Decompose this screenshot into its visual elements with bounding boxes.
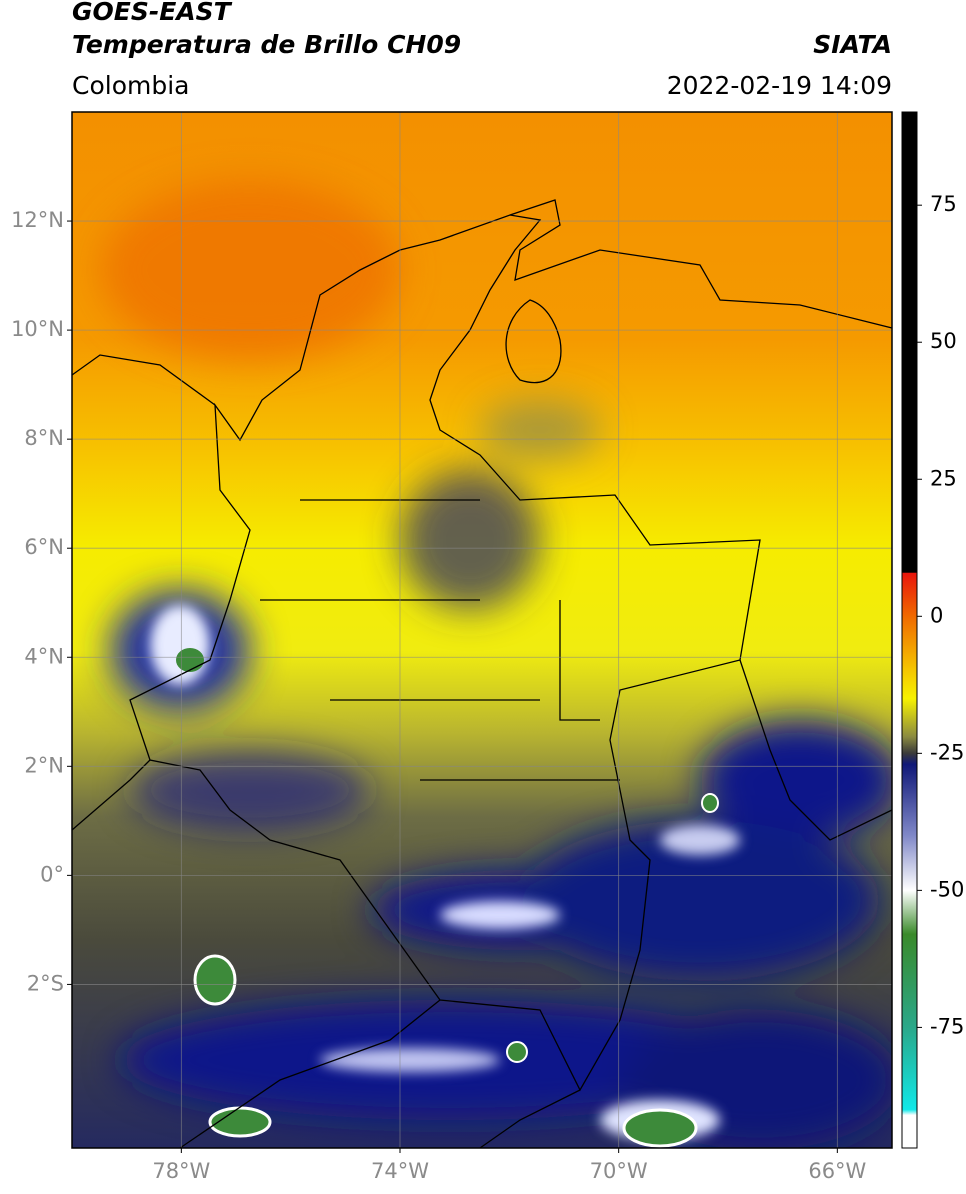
map-frame (71, 111, 893, 1149)
y-tick-label: 8°N (24, 426, 64, 450)
source: SIATA (813, 30, 892, 59)
colorbar-tick-label: 75 (930, 192, 957, 216)
region: Colombia (72, 71, 189, 100)
colorbar-tick-label: -50 (930, 877, 964, 901)
title: GOES-EAST (72, 0, 233, 26)
colorbar-tick-label: 25 (930, 466, 957, 490)
y-tick-label: 6°N (24, 535, 64, 559)
x-tick-label: 70°W (590, 1159, 648, 1183)
satellite-image (72, 112, 892, 1148)
y-tick-label: 2°S (27, 971, 64, 995)
colorbar-tick-label: 0 (930, 603, 943, 627)
y-tick-label: 0° (40, 862, 64, 886)
x-tick-label: 78°W (152, 1159, 210, 1183)
x-tick-label: 74°W (371, 1159, 429, 1183)
y-tick-label: 10°N (11, 317, 64, 341)
date: 2022-02-19 14:09 (667, 71, 892, 100)
subtitle: Temperatura de Brillo CH09 (72, 30, 461, 59)
colorbar-tick-label: -25 (930, 740, 964, 764)
y-tick-label: 2°N (24, 753, 64, 777)
colorbar-tick-label: -75 (930, 1014, 964, 1038)
colorbar-tick-label: 50 (930, 329, 957, 353)
y-tick-label: 12°N (11, 208, 64, 232)
borders (72, 199, 892, 1148)
colorbar (901, 111, 918, 1149)
x-tick-label: 66°W (808, 1159, 866, 1183)
y-tick-label: 4°N (24, 644, 64, 668)
